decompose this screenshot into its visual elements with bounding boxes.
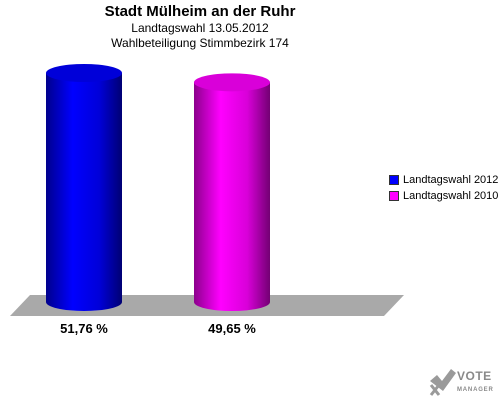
logo-text-manager: MANAGER	[457, 387, 494, 393]
chart-subtitle-description: Wahlbeteiligung Stimmbezirk 174	[111, 36, 289, 50]
chart-subtitle-date: Landtagswahl 13.05.2012	[131, 21, 269, 35]
logo-text: VOTE MANAGER	[457, 369, 494, 396]
legend-item-2010: Landtagswahl 2010	[389, 188, 498, 204]
bar-2010	[194, 82, 270, 311]
legend-label-2012: Landtagswahl 2012	[403, 174, 499, 186]
checkmark-x-icon	[429, 369, 456, 396]
bar-2012	[46, 73, 122, 311]
legend-label-2010: Landtagswahl 2010	[403, 190, 499, 202]
legend-swatch-2010	[389, 191, 399, 201]
chart-header: Stadt Mülheim an der Ruhr Landtagswahl 1…	[0, 2, 400, 51]
value-label-2010: 49,65 %	[208, 321, 256, 336]
chart-title: Stadt Mülheim an der Ruhr	[104, 3, 296, 20]
legend-item-2012: Landtagswahl 2012	[389, 172, 498, 188]
bar-top-2012	[46, 64, 122, 82]
legend-swatch-2012	[389, 175, 399, 185]
chart-legend: Landtagswahl 2012 Landtagswahl 2010	[389, 172, 498, 204]
logo-text-vote: VOTE	[457, 369, 492, 383]
vote-manager-logo: VOTE MANAGER	[427, 365, 499, 399]
bar-top-2010	[194, 73, 270, 92]
value-label-2012: 51,76 %	[60, 321, 108, 336]
